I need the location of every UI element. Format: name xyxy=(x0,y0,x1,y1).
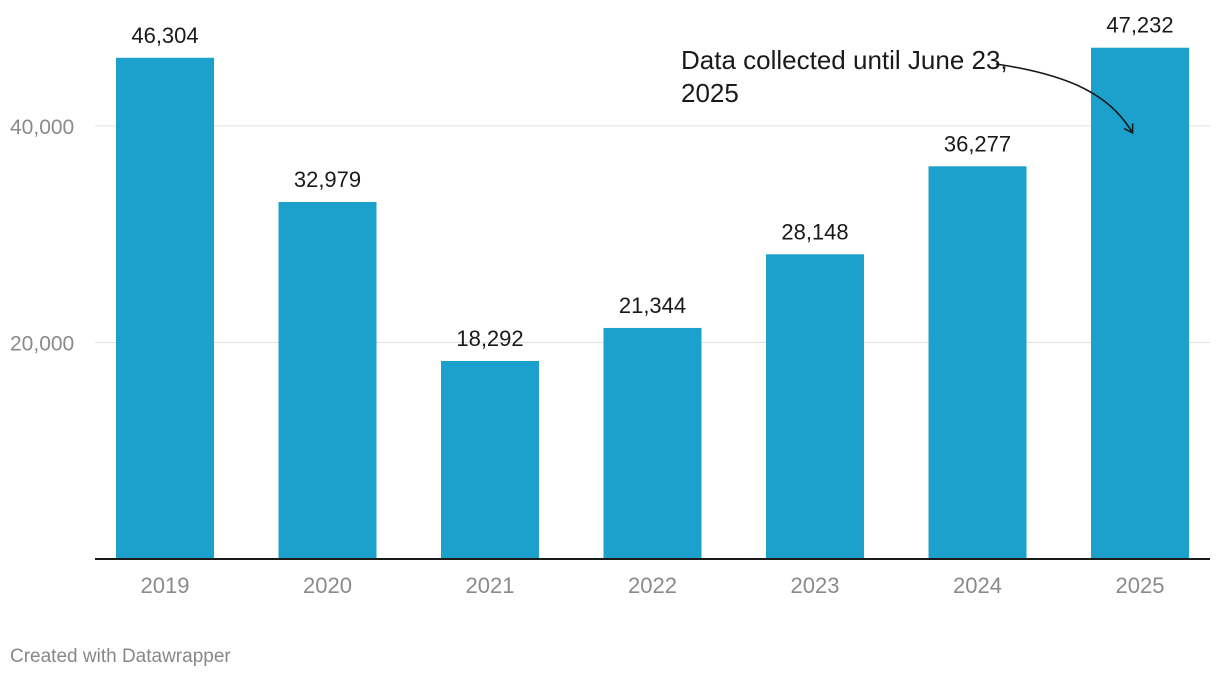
data-label: 36,277 xyxy=(944,131,1011,156)
bar xyxy=(928,166,1027,560)
bars xyxy=(116,47,1189,560)
data-label: 46,304 xyxy=(131,23,198,48)
y-tick-label: 20,000 xyxy=(10,333,74,356)
bar xyxy=(116,57,214,559)
labels: 20,000 40,000 46,304 2019 32,979 2020 18,292 20… xyxy=(10,13,1174,598)
annotation-arrow-line xyxy=(995,63,1134,135)
y-tick-label: 40,000 xyxy=(10,116,74,139)
x-tick-label: 2019 xyxy=(141,573,190,598)
x-tick-label: 2024 xyxy=(953,573,1002,598)
x-tick-label: 2020 xyxy=(303,573,352,598)
x-tick-label: 2021 xyxy=(466,573,515,598)
annotation-text: Data collected until June 23, 2025 xyxy=(681,45,1008,108)
footer-credit: Created with Datawrapper xyxy=(10,646,231,667)
x-tick-label: 2023 xyxy=(791,573,840,598)
x-tick-label: 2025 xyxy=(1116,573,1165,598)
bar xyxy=(766,254,864,559)
bar xyxy=(1091,47,1189,560)
data-label: 28,148 xyxy=(781,219,848,244)
data-label: 21,344 xyxy=(619,293,686,318)
annotation-arrow xyxy=(995,63,1134,135)
bar xyxy=(278,202,377,559)
data-label: 47,232 xyxy=(1106,13,1173,38)
bar xyxy=(603,327,702,559)
bar xyxy=(441,360,539,559)
data-label: 18,292 xyxy=(456,326,523,351)
x-tick-label: 2022 xyxy=(628,573,677,598)
data-label: 32,979 xyxy=(294,167,361,192)
